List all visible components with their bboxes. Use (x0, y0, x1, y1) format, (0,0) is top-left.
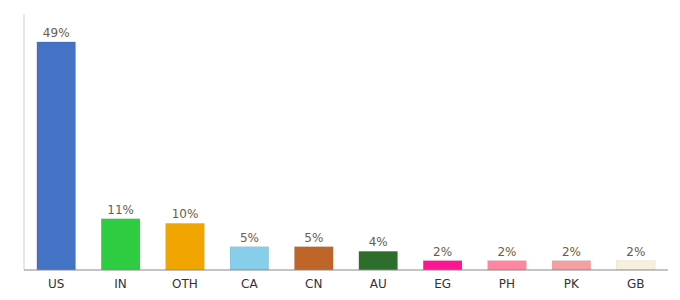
x-axis-line (24, 270, 668, 271)
data-label: 4% (369, 235, 388, 249)
bar (294, 247, 333, 270)
x-tick-label: GB (627, 277, 645, 291)
bar (488, 261, 527, 270)
chart-svg: 49% 11% 10% 5% 5% 4% 2% 2% 2% 2% US IN OTH CA CN AU EG PH… (0, 0, 680, 300)
bar (616, 261, 655, 270)
data-label: 2% (497, 245, 516, 259)
y-axis-line (24, 14, 25, 270)
chart-container: 49% 11% 10% 5% 5% 4% 2% 2% 2% 2% US IN OTH CA CN AU EG PH… (0, 0, 680, 300)
data-label: 10% (172, 207, 199, 221)
x-tick-label: PK (564, 277, 580, 291)
x-tick-label: AU (370, 277, 387, 291)
data-label: 5% (240, 231, 259, 245)
bar (166, 223, 205, 270)
x-tick-label: CA (241, 277, 258, 291)
data-label: 2% (562, 245, 581, 259)
data-label: 49% (43, 26, 70, 40)
x-tick-label: PH (499, 277, 515, 291)
bars (37, 42, 655, 270)
bar (552, 261, 591, 270)
bar (101, 219, 140, 270)
bar (230, 247, 269, 270)
x-tick-label: CN (305, 277, 322, 291)
x-tick-label: IN (114, 277, 127, 291)
data-label: 11% (107, 203, 134, 217)
data-label: 5% (304, 231, 323, 245)
bar (423, 261, 462, 270)
x-tick-label: US (48, 277, 64, 291)
data-label: 2% (433, 245, 452, 259)
x-tick-label: EG (434, 277, 451, 291)
data-label: 2% (626, 245, 645, 259)
bar (37, 42, 76, 270)
bar (359, 251, 398, 270)
x-tick-label: OTH (172, 277, 198, 291)
